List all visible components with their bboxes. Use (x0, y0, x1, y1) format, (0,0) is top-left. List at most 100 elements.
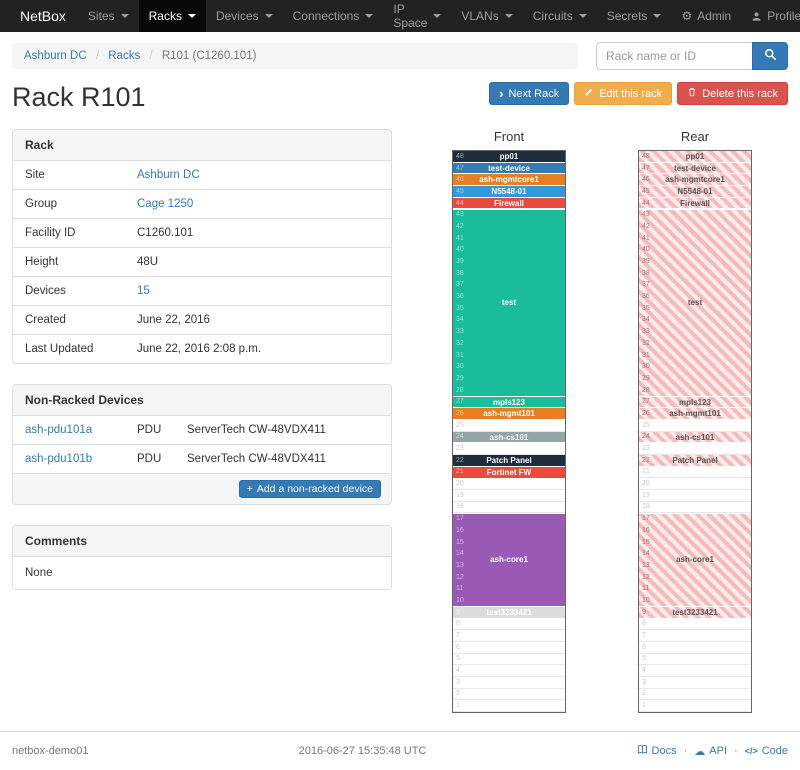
rack-elevations: Front 48 47 46 45 44 43 42 41 40 39 38 37 36 35 34 33 32… (416, 129, 788, 713)
unit-number: 21 (642, 468, 650, 476)
unit-number: 36 (456, 293, 464, 301)
rack-device-ash-cs101[interactable]: ash-cs101 (453, 431, 565, 444)
unit-number: 40 (642, 246, 650, 254)
rack-device-test-device[interactable]: test-device (639, 162, 751, 175)
api-link[interactable]: ☁ API (694, 745, 728, 758)
device-type: ServerTech CW-48VDX411 (187, 453, 326, 465)
table-row: ash-pdu101b PDU ServerTech CW-48VDX411 (13, 444, 391, 473)
rack-device-n5548-01[interactable]: N5548-01 (453, 186, 565, 198)
rack-unit: 23 (639, 443, 751, 455)
rack-device-test3233421[interactable]: test3233421 (639, 607, 751, 619)
rack-device-ash-core1[interactable]: ash-core1 (453, 513, 565, 608)
device-link[interactable]: ash-pdu101a (25, 424, 93, 436)
nav-item-ip-space[interactable]: IP Space (383, 0, 451, 32)
unit-number: 42 (456, 222, 464, 230)
attr-value: C1260.101 (137, 227, 194, 239)
comments-panel: Comments None (12, 525, 392, 590)
nav-item-admin[interactable]: ⚙ Admin (681, 9, 732, 23)
rack-device-fortinet-fw[interactable]: Fortinet FW (453, 466, 565, 479)
unit-number: 23 (456, 445, 464, 453)
rack-device-ash-cs101[interactable]: ash-cs101 (639, 431, 751, 444)
docs-link[interactable]: Docs (637, 744, 677, 758)
attr-value: June 22, 2016 (137, 314, 210, 326)
rack-device-ash-mgmt101[interactable]: ash-mgmt101 (639, 408, 751, 421)
unit-number: 12 (642, 573, 650, 581)
rack-unit: 8 (639, 619, 751, 631)
rack-device-ash-mgmtcore1[interactable]: ash-mgmtcore1 (453, 174, 565, 187)
unit-number: 17 (642, 515, 650, 523)
rack-device-ash-mgmtcore1[interactable]: ash-mgmtcore1 (639, 174, 751, 187)
comments-panel-title: Comments (13, 526, 391, 557)
unit-number: 31 (642, 351, 650, 359)
chevron-down-icon (120, 14, 129, 18)
search-input[interactable] (596, 42, 752, 70)
unit-number: 30 (456, 363, 464, 371)
rack-device-label: ash-mgmt101 (483, 409, 535, 419)
rack-device-firewall[interactable]: Firewall (453, 197, 565, 210)
search-button[interactable] (752, 42, 788, 70)
unit-number: 18 (642, 503, 650, 511)
unit-number: 39 (456, 258, 464, 266)
breadcrumb-link-racks[interactable]: Racks (108, 50, 141, 62)
add-nonracked-device-button[interactable]: + Add a non-racked device (238, 480, 381, 498)
rack-rear: 48 47 46 45 44 43 42 41 40 39 38 37 36 35 34 33 32 31 30 29… (638, 150, 752, 713)
rack-device-n5548-01[interactable]: N5548-01 (639, 186, 751, 198)
unit-number: 41 (642, 234, 650, 242)
attr-value-link[interactable]: Cage 1250 (137, 198, 194, 210)
unit-number: 15 (456, 538, 464, 546)
unit-number: 29 (642, 374, 650, 382)
brand-link[interactable]: NetBox (20, 8, 66, 24)
rack-device-patch-panel[interactable]: Patch Panel (639, 455, 751, 467)
unit-number: 10 (456, 596, 464, 604)
rack-device-label: test (687, 298, 703, 308)
rack-device-test3233421[interactable]: test3233421 (453, 607, 565, 619)
attr-label: Height (25, 256, 59, 268)
rack-unit: 25 (453, 420, 565, 432)
nav-item-circuits[interactable]: Circuits (523, 0, 597, 32)
nav-item-label: Circuits (532, 9, 573, 23)
unit-number: 45 (642, 187, 650, 195)
breadcrumb-separator: / (95, 50, 100, 62)
rack-device-mpls123[interactable]: mpls123 (453, 396, 565, 409)
unit-number: 8 (642, 620, 646, 628)
device-link[interactable]: ash-pdu101b (25, 453, 93, 465)
rear-elevation-title: Rear (680, 129, 710, 144)
rear-elevation: Rear 48 47 46 45 44 43 42 41 40 39 38 37 36 35 34 33 32 3… (638, 129, 752, 713)
rack-device-test[interactable]: test (453, 209, 565, 397)
nav-item-sites[interactable]: Sites (78, 0, 139, 32)
rack-device-ash-mgmt101[interactable]: ash-mgmt101 (453, 408, 565, 421)
rack-device-test-device[interactable]: test-device (453, 162, 565, 175)
nav-item-devices[interactable]: Devices (206, 0, 283, 32)
comments-body: None (25, 567, 53, 579)
attr-value-link[interactable]: Ashburn DC (137, 169, 200, 181)
nav-item-secrets[interactable]: Secrets (597, 0, 672, 32)
delete-rack-button[interactable]: Delete this rack (677, 82, 788, 105)
unit-number: 14 (642, 550, 650, 558)
nav-item-profile[interactable]: Profile (741, 0, 800, 32)
next-rack-button[interactable]: › Next Rack (489, 82, 570, 105)
rack-device-firewall[interactable]: Firewall (639, 197, 751, 210)
rack-device-pp01[interactable]: pp01 (639, 151, 751, 163)
rack-device-test[interactable]: test (639, 209, 751, 397)
attr-value-link[interactable]: 15 (137, 285, 150, 297)
rack-device-label: ash-core1 (676, 555, 714, 565)
rack-device-ash-core1[interactable]: ash-core1 (639, 513, 751, 608)
rack-device-label: ash-cs101 (489, 432, 529, 442)
code-link[interactable]: </> Code (744, 745, 788, 757)
edit-rack-button[interactable]: Edit this rack (574, 82, 673, 105)
rack-device-mpls123[interactable]: mpls123 (639, 396, 751, 409)
rack-panel-title: Rack (13, 130, 391, 161)
unit-number: 12 (456, 573, 464, 581)
breadcrumb-link-site[interactable]: Ashburn DC (24, 50, 87, 62)
rack-device-patch-panel[interactable]: Patch Panel (453, 455, 565, 467)
rack-unit: 3 (639, 677, 751, 689)
unit-number: 8 (456, 620, 460, 628)
nav-item-racks[interactable]: Racks (138, 0, 206, 32)
unit-number: 48 (642, 152, 650, 160)
nav-item-connections[interactable]: Connections (283, 0, 384, 32)
nav-item-vlans[interactable]: VLANs (451, 0, 522, 32)
rack-device-label: pp01 (685, 151, 705, 161)
rack-unit: 1 (453, 700, 565, 712)
unit-number: 26 (456, 409, 464, 417)
rack-device-pp01[interactable]: pp01 (453, 151, 565, 163)
